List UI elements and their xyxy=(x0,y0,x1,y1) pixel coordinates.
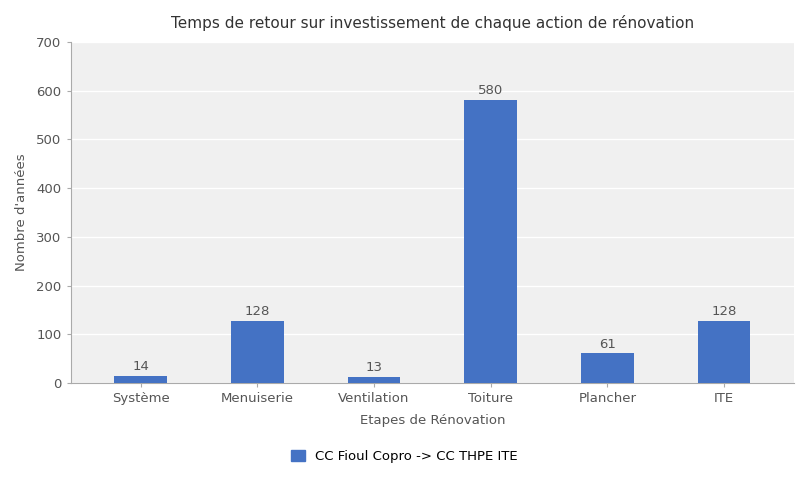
Bar xyxy=(697,321,750,383)
Bar xyxy=(114,376,167,383)
Text: 580: 580 xyxy=(478,84,503,97)
Legend: CC Fioul Copro -> CC THPE ITE: CC Fioul Copro -> CC THPE ITE xyxy=(286,445,523,468)
X-axis label: Etapes de Rénovation: Etapes de Rénovation xyxy=(359,414,505,427)
Text: 128: 128 xyxy=(244,305,270,318)
Bar xyxy=(464,100,517,383)
Text: 14: 14 xyxy=(132,360,149,373)
Text: 13: 13 xyxy=(366,361,383,374)
Text: 128: 128 xyxy=(711,305,737,318)
Bar xyxy=(581,353,633,383)
Title: Temps de retour sur investissement de chaque action de rénovation: Temps de retour sur investissement de ch… xyxy=(171,15,694,31)
Text: 61: 61 xyxy=(599,337,616,350)
Y-axis label: Nombre d'années: Nombre d'années xyxy=(15,154,28,271)
Bar xyxy=(231,321,283,383)
Bar xyxy=(348,377,400,383)
